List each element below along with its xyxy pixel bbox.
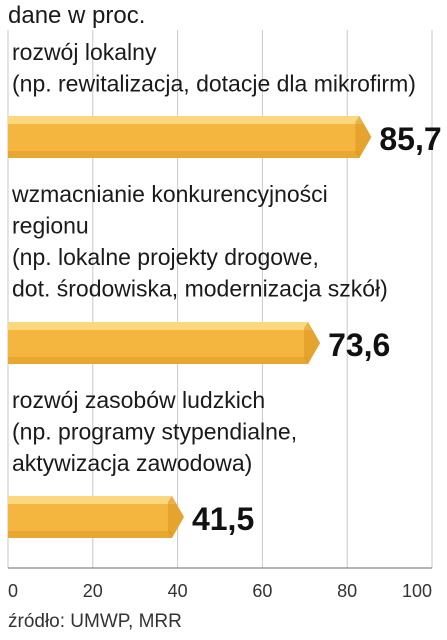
- bar-body: [8, 116, 372, 158]
- bar-bottom-face: [8, 357, 309, 364]
- category-label: (np. rewitalizacja, dotacje dla mikrofir…: [12, 71, 416, 97]
- bar-body: [8, 496, 184, 538]
- bar-end-face: [355, 116, 372, 158]
- bar-top-face: [8, 496, 176, 504]
- bar-top-face: [8, 322, 313, 330]
- bar-chart: rozwój lokalny (np. rewitalizacja, dotacj…: [7, 30, 442, 601]
- bar: [8, 496, 184, 538]
- x-tick-label: 40: [168, 581, 188, 601]
- bar-bottom-face: [8, 531, 172, 538]
- x-tick-label: 20: [83, 581, 103, 601]
- category-label: regionu: [12, 213, 89, 239]
- unit-label: dane w proc.: [8, 2, 146, 29]
- category-label: dot. środowiska, modernizacja szkół): [12, 276, 388, 302]
- category-label: aktywizacja zawodowa): [12, 450, 252, 476]
- category-label: wzmacnianie konkurencyjności: [11, 181, 328, 207]
- value-label: 41,5: [192, 501, 254, 537]
- bar-end-face: [167, 496, 184, 538]
- category-label: (np. programy stypendialne,: [12, 419, 297, 445]
- category-label: (np. lokalne projekty drogowe,: [12, 244, 319, 270]
- bar-end-face: [304, 322, 321, 364]
- value-label: 73,6: [328, 327, 390, 363]
- source-note: źródło: UMWP, MRR: [8, 611, 182, 632]
- bar-body: [8, 322, 321, 364]
- category-label: rozwój lokalny: [12, 39, 157, 65]
- bar: [8, 322, 321, 364]
- value-label: 85,7: [379, 121, 441, 157]
- bar-top-face: [8, 116, 364, 124]
- bar: [8, 116, 372, 158]
- x-tick-label: 80: [337, 581, 357, 601]
- bar-bottom-face: [8, 151, 360, 158]
- x-tick-label: 100: [402, 581, 432, 601]
- category-label: rozwój zasobów ludzkich: [12, 387, 265, 413]
- x-tick-label: 60: [252, 581, 272, 601]
- x-tick-label: 0: [8, 581, 18, 601]
